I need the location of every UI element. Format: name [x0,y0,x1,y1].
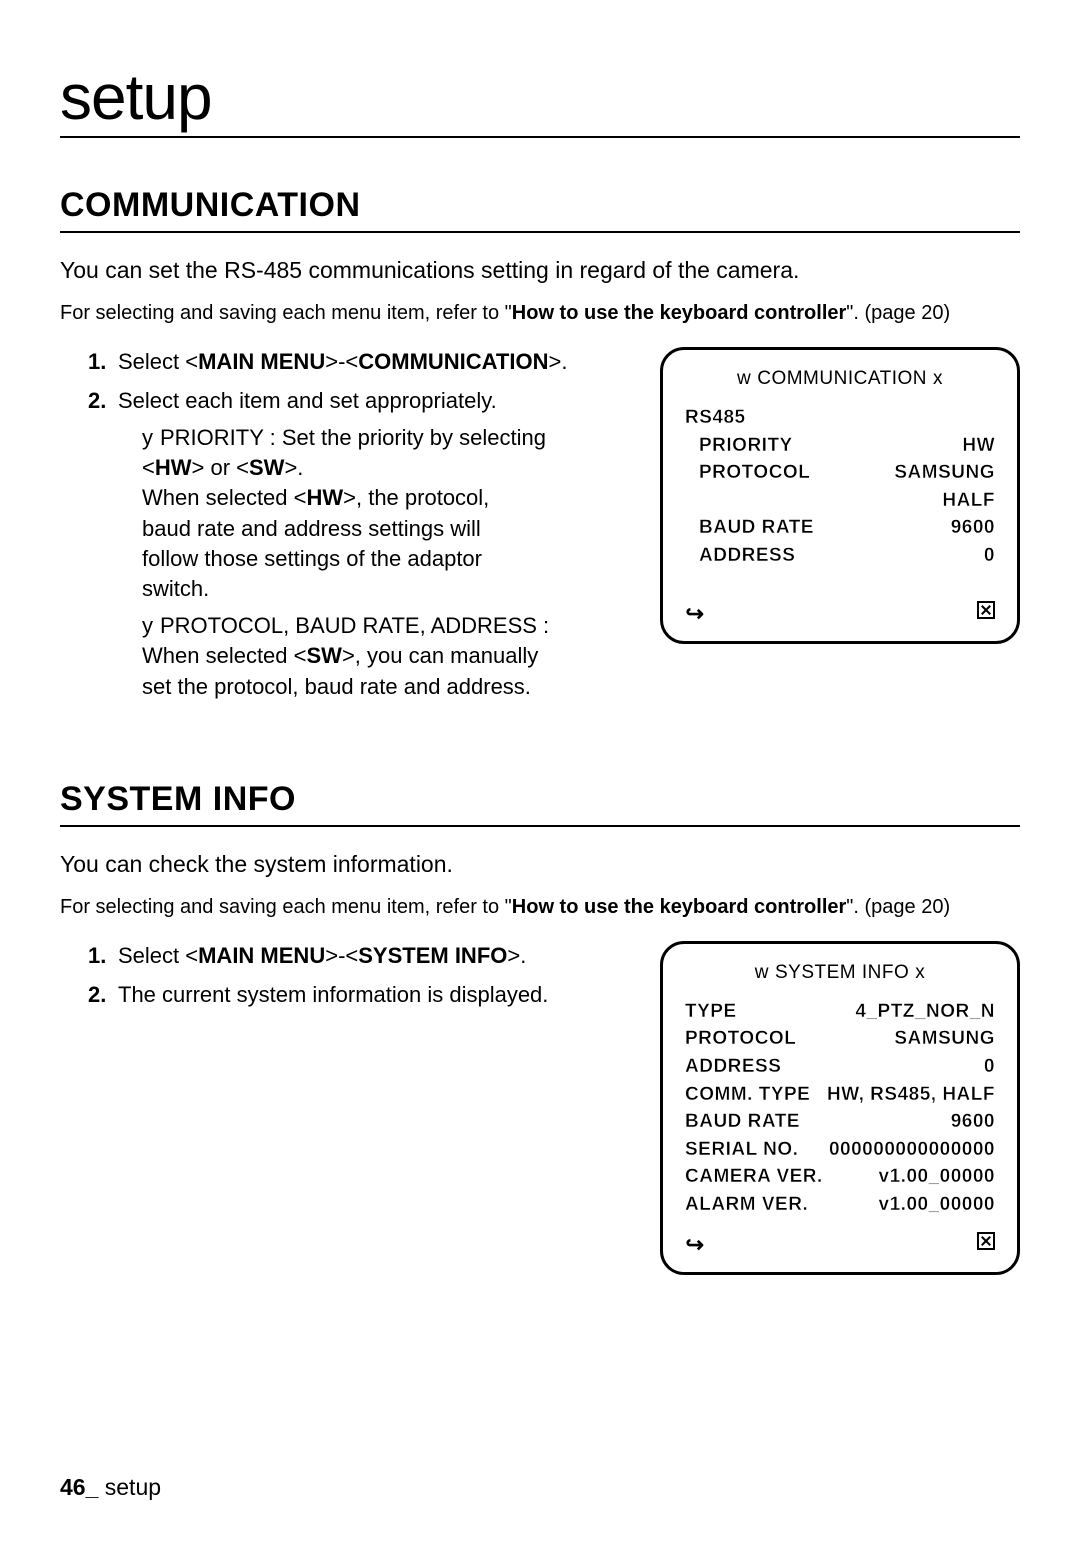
comm-bullet-2: yPROTOCOL, BAUD RATE, ADDRESS : When sel… [118,611,642,702]
osd-title-sys: wSYSTEM INFOx [685,962,995,984]
section-heading-systeminfo: SYSTEM INFO [60,780,1020,827]
comm-step-2: Select each item and set appropriately. … [60,386,642,702]
communication-ref: For selecting and saving each menu item,… [60,300,1020,327]
sys-step-1: Select <MAIN MENU>-<SYSTEM INFO>. [60,941,642,972]
ref-suffix: ". (page 20) [846,302,950,324]
page-title-wrap: setup [60,60,1020,138]
ref-bold: How to use the keyboard controller [512,302,847,324]
communication-intro: You can set the RS-485 communications se… [60,255,1020,286]
systeminfo-ref: For selecting and saving each menu item,… [60,894,1020,921]
close-icon [977,1232,995,1250]
section-heading-communication: COMMUNICATION [60,186,1020,233]
ref-prefix: For selecting and saving each menu item,… [60,302,512,324]
close-icon [977,601,995,619]
back-icon: ↩ [685,1232,704,1258]
page-title: setup [60,60,212,138]
back-icon: ↩ [685,601,704,627]
osd-header: RS485 [685,404,746,432]
osd-title: wCOMMUNICATIONx [685,368,995,390]
systeminfo-intro: You can check the system information. [60,849,1020,880]
comm-step-1: Select <MAIN MENU>-<COMMUNICATION>. [60,347,642,378]
sys-step-2: The current system information is displa… [60,980,642,1011]
osd-systeminfo: wSYSTEM INFOx TYPE4_PTZ_NOR_N PROTOCOLSA… [660,941,1020,1275]
comm-bullet-1: yPRIORITY : Set the priority by selectin… [118,423,642,605]
osd-communication: wCOMMUNICATIONx RS485 PRIORITYHW PROTOCO… [660,347,1020,644]
page-footer: 46_ setup [60,1474,161,1501]
